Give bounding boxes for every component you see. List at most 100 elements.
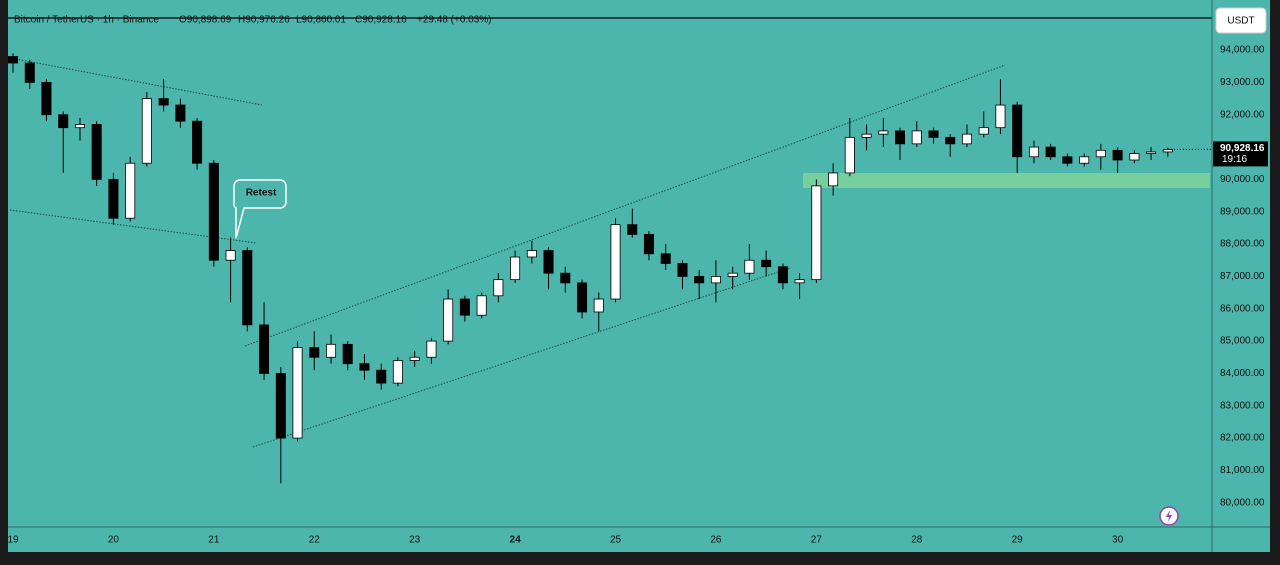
candle-body bbox=[459, 298, 470, 316]
candle-body bbox=[510, 256, 521, 281]
y-tick-label: 89,000.00 bbox=[1220, 206, 1265, 217]
currency-button[interactable] bbox=[1215, 7, 1267, 34]
candle-body bbox=[141, 98, 152, 164]
y-tick-label: 87,000.00 bbox=[1220, 271, 1265, 282]
candle-body bbox=[1045, 146, 1056, 158]
x-tick-label: 22 bbox=[309, 535, 321, 546]
last-price-label: 90,928.16 bbox=[1220, 143, 1265, 154]
candle-body bbox=[928, 130, 939, 138]
y-tick-label: 88,000.00 bbox=[1220, 239, 1265, 250]
candle-body bbox=[242, 250, 253, 326]
y-tick-label: 92,000.00 bbox=[1220, 109, 1265, 120]
annotation-bubble bbox=[233, 179, 287, 239]
candle-body bbox=[894, 130, 906, 145]
trend-line bbox=[9, 209, 257, 244]
candle-body bbox=[978, 127, 989, 135]
x-tick-label: 28 bbox=[911, 535, 923, 546]
candle-body bbox=[225, 250, 236, 261]
candle-body bbox=[275, 373, 286, 439]
candle-body bbox=[292, 347, 303, 439]
trend-line bbox=[9, 57, 263, 106]
candle-body bbox=[794, 279, 805, 284]
candle-body bbox=[426, 340, 437, 358]
candle-body bbox=[878, 130, 889, 135]
candle-body bbox=[995, 104, 1006, 129]
ohlc-low: L90,860.01 bbox=[296, 15, 346, 26]
x-tick-label: 19 bbox=[7, 535, 19, 546]
candle-body bbox=[476, 295, 487, 316]
candle-body bbox=[543, 250, 554, 274]
header: Bitcoin / TetherUS · 1h · Binance O90,89… bbox=[14, 15, 492, 26]
x-tick-label: 21 bbox=[208, 535, 220, 546]
candle-body bbox=[1028, 146, 1039, 158]
candle-body bbox=[158, 98, 169, 106]
candle-body bbox=[560, 272, 571, 284]
y-tick-label: 84,000.00 bbox=[1220, 368, 1265, 379]
y-tick-label: 90,000.00 bbox=[1220, 174, 1265, 185]
support-zone bbox=[803, 173, 1210, 188]
alert-icon-bolt[interactable] bbox=[1166, 510, 1172, 522]
candle-body bbox=[125, 162, 136, 219]
candle-body bbox=[961, 133, 972, 145]
currency[interactable]: USDT bbox=[1227, 16, 1254, 27]
x-tick-label: 29 bbox=[1012, 535, 1024, 546]
x-tick-label: 24 bbox=[510, 535, 522, 546]
candle-body bbox=[777, 266, 788, 284]
x-tick-label: 30 bbox=[1112, 535, 1124, 546]
candle-body bbox=[610, 224, 621, 300]
candle-body bbox=[1129, 153, 1140, 161]
candle-body bbox=[192, 120, 203, 164]
y-tick-label: 85,000.00 bbox=[1220, 336, 1265, 347]
y-tick-label: 93,000.00 bbox=[1220, 77, 1265, 88]
candle-body bbox=[677, 263, 688, 277]
candle-body bbox=[861, 133, 872, 138]
x-tick-label: 26 bbox=[710, 535, 722, 546]
candle-body bbox=[24, 62, 35, 83]
candle-body bbox=[744, 259, 755, 274]
candle-body bbox=[844, 136, 855, 174]
candle-body bbox=[710, 276, 721, 284]
chart-background bbox=[8, 0, 1270, 552]
y-tick-label: 86,000.00 bbox=[1220, 303, 1265, 314]
candle-body bbox=[643, 233, 654, 255]
candle-body bbox=[761, 259, 772, 268]
ohlc-close: C90,928.16 bbox=[355, 15, 407, 26]
candle-body bbox=[1112, 149, 1123, 161]
candle-body bbox=[694, 276, 705, 284]
candle-body bbox=[443, 298, 454, 342]
candle-body bbox=[660, 253, 671, 264]
candle-body bbox=[409, 356, 420, 361]
candle-body bbox=[828, 172, 839, 187]
x-tick-label: 25 bbox=[610, 535, 622, 546]
ohlc-change: +29.48 (+0.03%) bbox=[417, 15, 492, 26]
trend-line bbox=[252, 267, 791, 448]
candle-body bbox=[359, 363, 370, 371]
y-tick-label: 81,000.00 bbox=[1220, 465, 1265, 476]
candle-body bbox=[593, 298, 604, 313]
candle-body bbox=[577, 282, 588, 313]
ohlc-open: O90,898.69 bbox=[179, 15, 232, 26]
candle-body bbox=[309, 347, 320, 358]
candle-body bbox=[108, 179, 119, 219]
candle-body bbox=[342, 343, 353, 365]
countdown: 19:16 bbox=[1222, 154, 1247, 165]
candle-body bbox=[727, 272, 738, 277]
candle-body bbox=[1146, 151, 1157, 154]
y-tick-label: 82,000.00 bbox=[1220, 433, 1265, 444]
last-price-box bbox=[1213, 141, 1268, 167]
candle-body bbox=[41, 82, 52, 116]
candle-body bbox=[208, 162, 219, 261]
candle-body bbox=[911, 130, 922, 145]
x-tick-label: 20 bbox=[108, 535, 120, 546]
candle-body bbox=[175, 104, 186, 122]
candle-body bbox=[392, 360, 403, 384]
candle-body bbox=[627, 224, 638, 235]
symbol: Bitcoin / TetherUS · 1h · Binance bbox=[14, 15, 159, 26]
candle-body bbox=[74, 124, 86, 129]
candle-body bbox=[945, 136, 956, 145]
annotation: Retest bbox=[246, 188, 277, 199]
y-tick-label: 80,000.00 bbox=[1220, 497, 1265, 508]
candle-body bbox=[1062, 156, 1073, 164]
